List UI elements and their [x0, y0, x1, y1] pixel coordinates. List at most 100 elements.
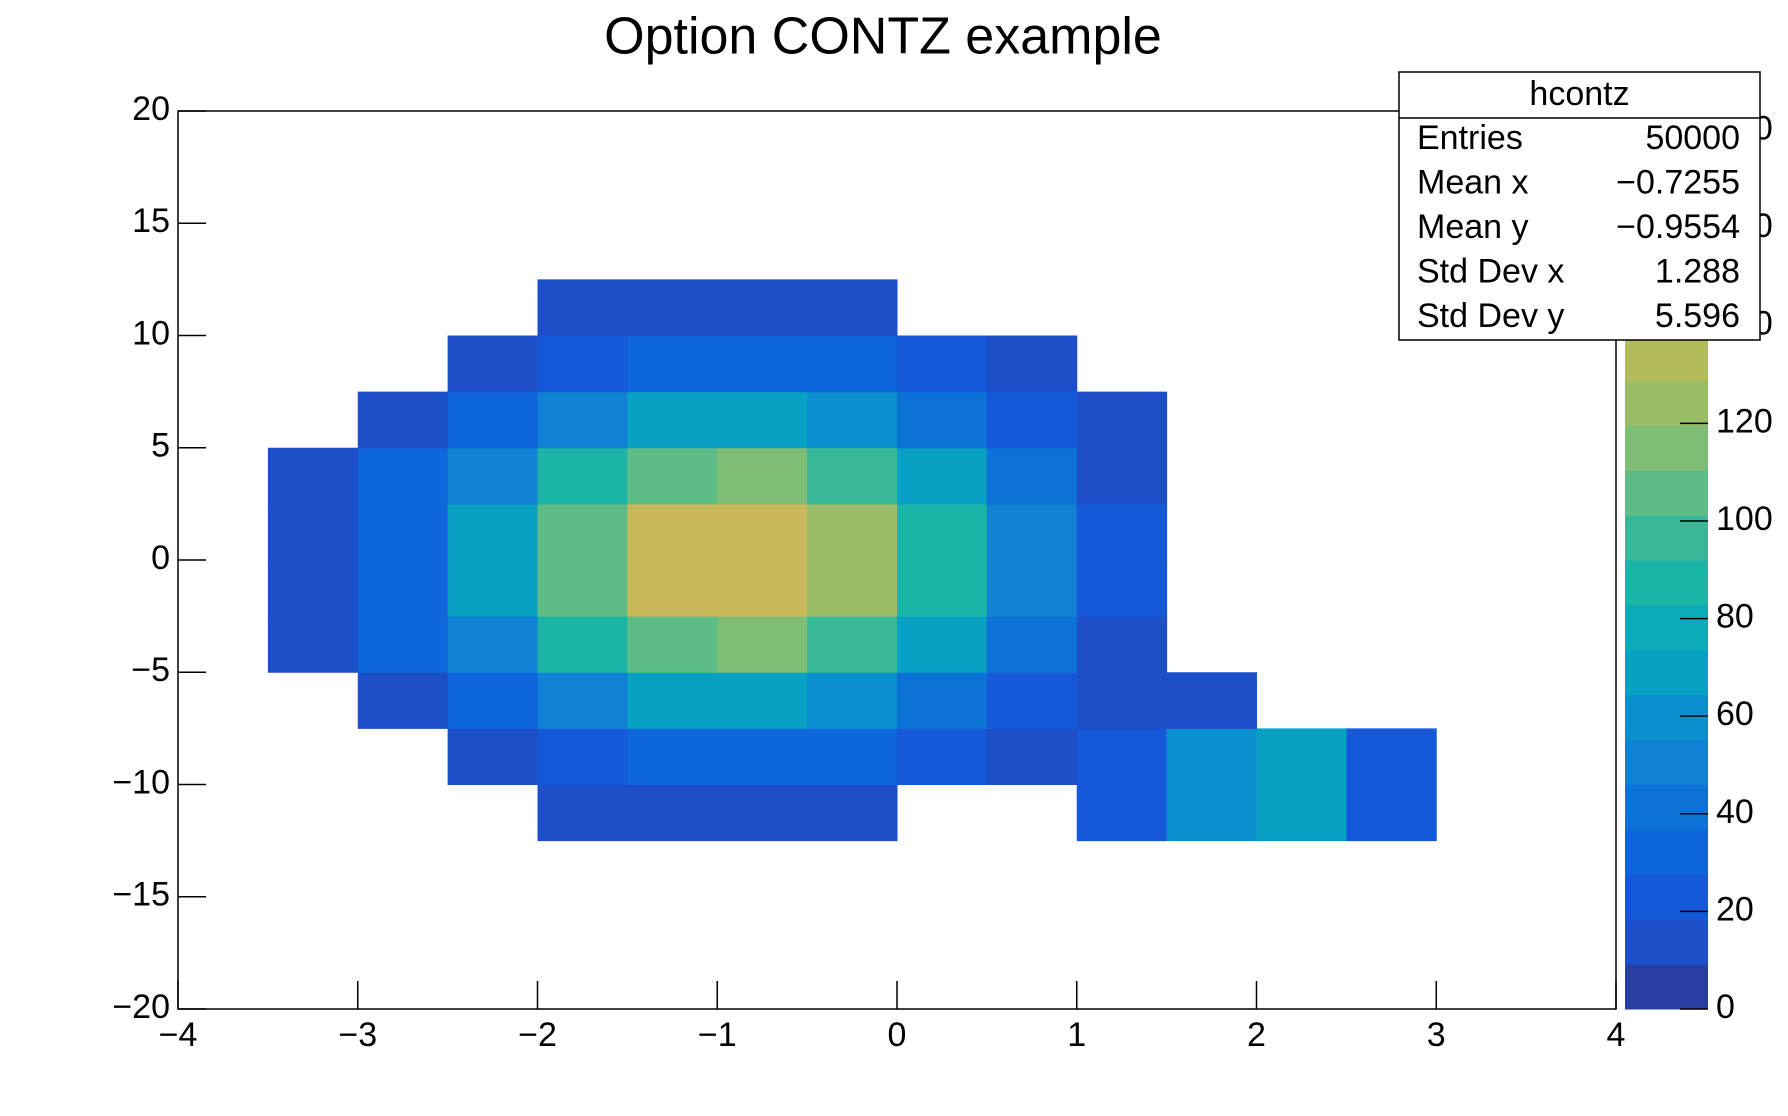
- contour-cell: [717, 841, 807, 898]
- contour-cell: [627, 391, 718, 449]
- contour-cell: [807, 560, 898, 617]
- contour-cell: [357, 672, 449, 729]
- contour-cell: [267, 560, 359, 617]
- color-band: [1625, 560, 1708, 606]
- contour-cell: [1167, 392, 1257, 449]
- contour-cell: [1436, 448, 1526, 505]
- contour-cell: [1526, 672, 1616, 729]
- contour-cell: [447, 616, 538, 673]
- contour-cell: [268, 392, 358, 449]
- contour-cell: [268, 953, 358, 1010]
- contour-cell: [268, 336, 358, 393]
- contour-cell: [538, 953, 628, 1010]
- y-tick-label: 20: [132, 90, 170, 128]
- contour-cell: [986, 728, 1078, 785]
- contour-cell: [1346, 336, 1436, 393]
- contour-cell: [537, 279, 628, 336]
- contour-cell: [1167, 841, 1257, 898]
- contour-cell: [1077, 111, 1167, 168]
- contour-cell: [1257, 616, 1347, 673]
- contour-cell: [1526, 728, 1616, 785]
- z-tick-label: 20: [1716, 890, 1754, 928]
- z-tick-label: 60: [1716, 695, 1754, 733]
- contour-cell: [448, 111, 538, 168]
- color-band: [1625, 649, 1708, 696]
- contour-cell: [897, 223, 987, 280]
- contour-cell: [1526, 336, 1616, 393]
- contour-cell: [1257, 392, 1347, 449]
- contour-cell: [1526, 392, 1616, 449]
- contour-cell: [1436, 672, 1526, 729]
- contour-cell: [178, 616, 268, 673]
- x-tick-label: 0: [888, 1016, 907, 1054]
- contour-cell: [1167, 279, 1257, 336]
- contour-cell: [178, 336, 268, 393]
- x-tick-label: 2: [1247, 1016, 1266, 1054]
- contour-cell: [986, 616, 1078, 673]
- contour-cell: [897, 335, 988, 393]
- contour-cell: [1436, 336, 1526, 393]
- contour-cell: [178, 392, 268, 449]
- contour-cell: [627, 560, 718, 617]
- y-tick-label: 5: [151, 427, 170, 465]
- contour-cell: [627, 841, 717, 898]
- color-band: [1625, 380, 1708, 426]
- contour-cell: [627, 335, 718, 393]
- contour-cell: [717, 616, 808, 673]
- contour-cell: [717, 447, 808, 505]
- contour-cell: [537, 560, 628, 617]
- contour-cell: [1436, 728, 1526, 785]
- contour-cell: [627, 784, 718, 842]
- contour-cell: [358, 111, 448, 168]
- contour-cell: [807, 784, 898, 842]
- contour-cell: [1526, 560, 1616, 617]
- contour-cell: [1257, 448, 1347, 505]
- contour-cell: [267, 447, 359, 505]
- contour-cell: [717, 335, 808, 393]
- contour-cell: [537, 784, 628, 842]
- contour-cell: [627, 897, 717, 954]
- contour-cell: [268, 111, 358, 168]
- contour-cell: [807, 672, 898, 729]
- contour-cell: [897, 391, 988, 449]
- contour-cell: [447, 335, 538, 393]
- color-band: [1625, 335, 1708, 381]
- contour-cell: [807, 728, 898, 785]
- contour-cell: [537, 672, 628, 729]
- contour-cell: [1167, 953, 1257, 1010]
- contour-cell: [1077, 279, 1167, 336]
- contour-cell: [987, 279, 1077, 336]
- contour-cell: [1346, 728, 1437, 785]
- contour-cell: [717, 391, 808, 449]
- contour-cell: [627, 616, 718, 673]
- contour-cell: [1256, 784, 1347, 842]
- contour-cell: [986, 391, 1078, 449]
- z-tick-label: 120: [1716, 402, 1773, 440]
- contour-cell: [1346, 953, 1436, 1010]
- contour-cell: [717, 503, 808, 561]
- x-tick-label: −3: [338, 1016, 377, 1054]
- contour-cell: [717, 223, 807, 280]
- contour-cell: [1526, 897, 1616, 954]
- contour-cell: [1256, 728, 1347, 785]
- contour-cell: [1076, 672, 1168, 729]
- contour-cell: [447, 728, 538, 785]
- x-tick-label: −1: [698, 1016, 737, 1054]
- contour-cell: [358, 841, 448, 898]
- contour-cell: [1077, 953, 1167, 1010]
- contour-cell: [1346, 784, 1437, 842]
- contour-cell: [357, 616, 449, 673]
- contour-cell: [447, 503, 538, 561]
- stats-value: 5.596: [1655, 297, 1740, 335]
- contour-cell: [1436, 785, 1526, 842]
- contour-cell: [986, 672, 1078, 729]
- contour-cell: [807, 503, 898, 561]
- color-band: [1625, 425, 1708, 471]
- color-band: [1625, 964, 1708, 1010]
- contour-cell: [178, 672, 268, 729]
- contour-cell: [1167, 111, 1257, 168]
- contour-cell: [358, 785, 448, 842]
- contour-cell: [267, 503, 359, 561]
- contour-cell: [178, 448, 268, 505]
- contour-cell: [538, 223, 628, 280]
